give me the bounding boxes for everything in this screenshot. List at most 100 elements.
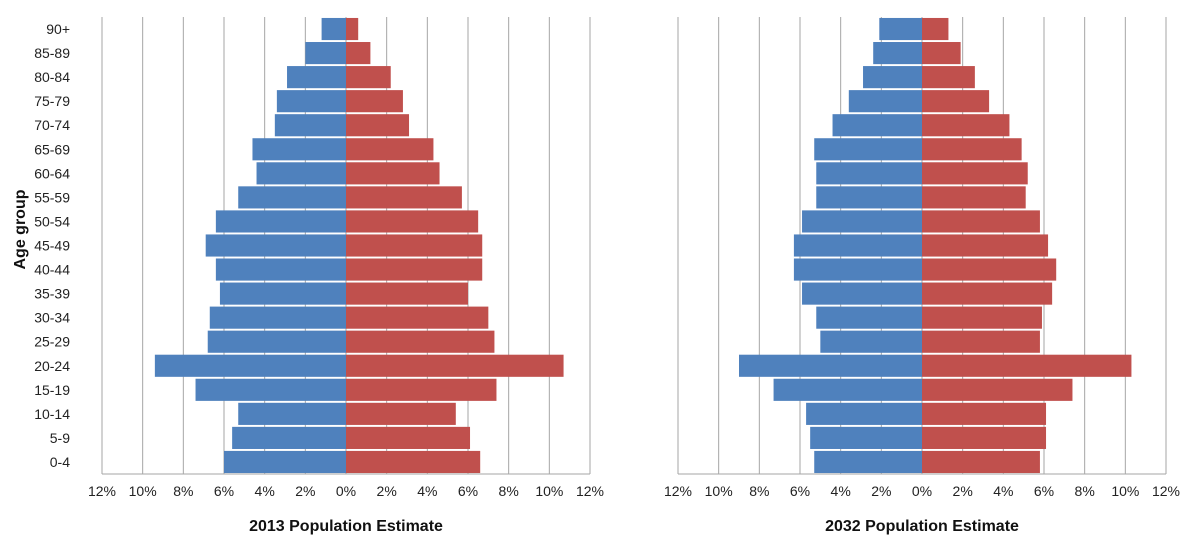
right-bar-5-9 <box>922 426 1047 449</box>
left-bar-70-74 <box>832 114 922 137</box>
right-bar-80-84 <box>346 66 391 89</box>
x-tick-label: 4% <box>255 483 275 499</box>
left-bar-5-9 <box>810 426 922 449</box>
left-bar-75-79 <box>848 90 922 113</box>
age-category-label: 65-69 <box>34 141 70 157</box>
left-bar-20-24 <box>739 354 922 377</box>
right-bar-20-24 <box>922 354 1132 377</box>
left-bar-65-69 <box>814 138 922 161</box>
left-bar-15-19 <box>195 378 346 401</box>
right-bar-10-14 <box>346 402 456 425</box>
left-bar-45-49 <box>205 234 346 257</box>
x-tick-label: 6% <box>214 483 234 499</box>
right-bar-5-9 <box>346 426 471 449</box>
x-tick-label: 4% <box>993 483 1013 499</box>
age-category-label: 5-9 <box>50 430 70 446</box>
right-bar-20-24 <box>346 354 564 377</box>
right-bar-65-69 <box>922 138 1022 161</box>
age-category-label: 0-4 <box>50 454 70 470</box>
x-tick-label: 2% <box>871 483 891 499</box>
right-bar-0-4 <box>922 450 1040 474</box>
right-bar-55-59 <box>346 186 462 209</box>
x-tick-label: 12% <box>576 483 604 499</box>
right-bar-30-34 <box>346 306 489 329</box>
x-tick-label: 6% <box>790 483 810 499</box>
x-tick-label: 6% <box>458 483 478 499</box>
right-bar-85-89 <box>922 42 961 65</box>
age-category-label: 60-64 <box>34 165 70 181</box>
x-tick-label: 10% <box>535 483 563 499</box>
left-bar-90+ <box>879 17 922 41</box>
x-tick-label: 8% <box>499 483 519 499</box>
left-bar-25-29 <box>207 330 346 353</box>
right-bar-65-69 <box>346 138 434 161</box>
x-tick-label: 2% <box>295 483 315 499</box>
right-bar-15-19 <box>346 378 497 401</box>
x-tick-label: 2% <box>377 483 397 499</box>
right-bar-80-84 <box>922 66 975 89</box>
left-bar-0-4 <box>224 450 346 474</box>
x-tick-label: 10% <box>129 483 157 499</box>
age-category-label: 90+ <box>46 21 70 37</box>
age-category-label: 10-14 <box>34 406 70 422</box>
x-tick-label: 8% <box>1075 483 1095 499</box>
left-bar-40-44 <box>793 258 922 281</box>
age-category-label: 25-29 <box>34 334 70 350</box>
right-bar-45-49 <box>922 234 1049 257</box>
x-tick-label: 2% <box>953 483 973 499</box>
right-bar-60-64 <box>922 162 1028 185</box>
pyramid-panel-1: 12% 10% 8% 6% 4% 2% 0% 2% 4% 6% 8% 10% 12% 0-4 5-9 10-1… <box>12 17 604 535</box>
x-tick-label: 10% <box>1111 483 1139 499</box>
left-bar-50-54 <box>802 210 922 233</box>
x-tick-label: 12% <box>1152 483 1180 499</box>
x-tick-label: 4% <box>417 483 437 499</box>
left-bar-90+ <box>321 17 346 41</box>
age-category-label: 70-74 <box>34 117 70 133</box>
right-bar-25-29 <box>346 330 495 353</box>
left-bar-5-9 <box>232 426 346 449</box>
left-bar-70-74 <box>274 114 346 137</box>
x-tick-label: 8% <box>749 483 769 499</box>
right-bar-85-89 <box>346 42 371 65</box>
left-bar-25-29 <box>820 330 922 353</box>
right-bar-30-34 <box>922 306 1042 329</box>
left-bar-0-4 <box>814 450 922 474</box>
x-tick-label: 0% <box>912 483 932 499</box>
age-category-label: 15-19 <box>34 382 70 398</box>
age-category-label: 55-59 <box>34 189 70 205</box>
age-category-label: 75-79 <box>34 93 70 109</box>
right-bar-45-49 <box>346 234 483 257</box>
left-bar-15-19 <box>773 378 922 401</box>
x-axis-title: 2013 Population Estimate <box>249 518 443 535</box>
age-category-label: 50-54 <box>34 213 70 229</box>
right-bar-40-44 <box>922 258 1057 281</box>
right-bar-55-59 <box>922 186 1026 209</box>
left-bar-20-24 <box>154 354 346 377</box>
left-bar-10-14 <box>238 402 346 425</box>
right-bar-25-29 <box>922 330 1040 353</box>
x-axis-title: 2032 Population Estimate <box>825 518 1019 535</box>
right-bar-50-54 <box>922 210 1040 233</box>
x-tick-label: 0% <box>336 483 356 499</box>
left-bar-85-89 <box>305 42 346 65</box>
x-tick-label: 4% <box>831 483 851 499</box>
x-tick-label: 8% <box>173 483 193 499</box>
right-bar-60-64 <box>346 162 440 185</box>
left-bar-10-14 <box>806 402 922 425</box>
left-bar-65-69 <box>252 138 346 161</box>
right-bar-50-54 <box>346 210 479 233</box>
left-bar-35-39 <box>219 282 346 305</box>
left-bar-60-64 <box>816 162 922 185</box>
left-bar-80-84 <box>287 66 346 89</box>
right-bar-0-4 <box>346 450 481 474</box>
left-bar-45-49 <box>793 234 922 257</box>
age-category-label: 35-39 <box>34 286 70 302</box>
right-bar-90+ <box>922 17 949 41</box>
age-category-label: 80-84 <box>34 69 70 85</box>
age-category-label: 40-44 <box>34 262 70 278</box>
right-bar-10-14 <box>922 402 1047 425</box>
age-category-label: 30-34 <box>34 310 70 326</box>
x-tick-label: 10% <box>705 483 733 499</box>
